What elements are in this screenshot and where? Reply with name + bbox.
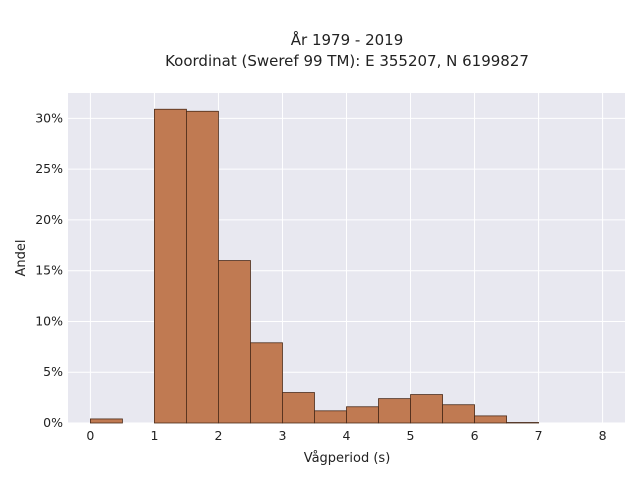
y-tick-label: 10% xyxy=(35,313,63,328)
x-tick-label: 0 xyxy=(86,428,94,443)
x-tick-labels: 0 1 2 3 4 5 6 7 8 xyxy=(86,428,606,443)
y-tick-label: 0% xyxy=(43,415,63,430)
bars xyxy=(90,108,539,424)
histogram-bar xyxy=(410,394,443,424)
y-axis-label: Andel xyxy=(14,240,29,277)
histogram-bar xyxy=(154,108,187,424)
histogram-bar xyxy=(186,110,219,424)
x-tick-label: 2 xyxy=(214,428,222,443)
chart-title: År 1979 - 2019 xyxy=(291,30,404,49)
histogram-bar xyxy=(378,398,411,424)
histogram-bar xyxy=(282,392,315,424)
histogram-bar xyxy=(442,404,475,424)
histogram-bar xyxy=(250,342,283,424)
histogram-bar xyxy=(90,418,123,424)
x-tick-label: 8 xyxy=(599,428,607,443)
y-tick-label: 30% xyxy=(35,110,63,125)
histogram-bar xyxy=(346,406,379,424)
histogram-bar xyxy=(314,410,347,424)
y-tick-label: 20% xyxy=(35,212,63,227)
x-axis-label: Vågperiod (s) xyxy=(304,451,391,466)
x-tick-label: 6 xyxy=(471,428,479,443)
histogram-bar xyxy=(218,260,251,424)
y-tick-label: 5% xyxy=(43,364,63,379)
x-tick-label: 5 xyxy=(407,428,415,443)
histogram-bar xyxy=(506,422,539,424)
x-tick-label: 7 xyxy=(535,428,543,443)
chart-subtitle: Koordinat (Sweref 99 TM): E 355207, N 61… xyxy=(165,52,529,70)
x-tick-label: 1 xyxy=(150,428,158,443)
y-tick-label: 15% xyxy=(35,263,63,278)
x-tick-label: 4 xyxy=(343,428,351,443)
y-tick-label: 25% xyxy=(35,161,63,176)
y-tick-labels: 0% 5% 10% 15% 20% 25% 30% xyxy=(35,110,63,430)
histogram-bar xyxy=(474,415,507,424)
x-tick-label: 3 xyxy=(279,428,287,443)
